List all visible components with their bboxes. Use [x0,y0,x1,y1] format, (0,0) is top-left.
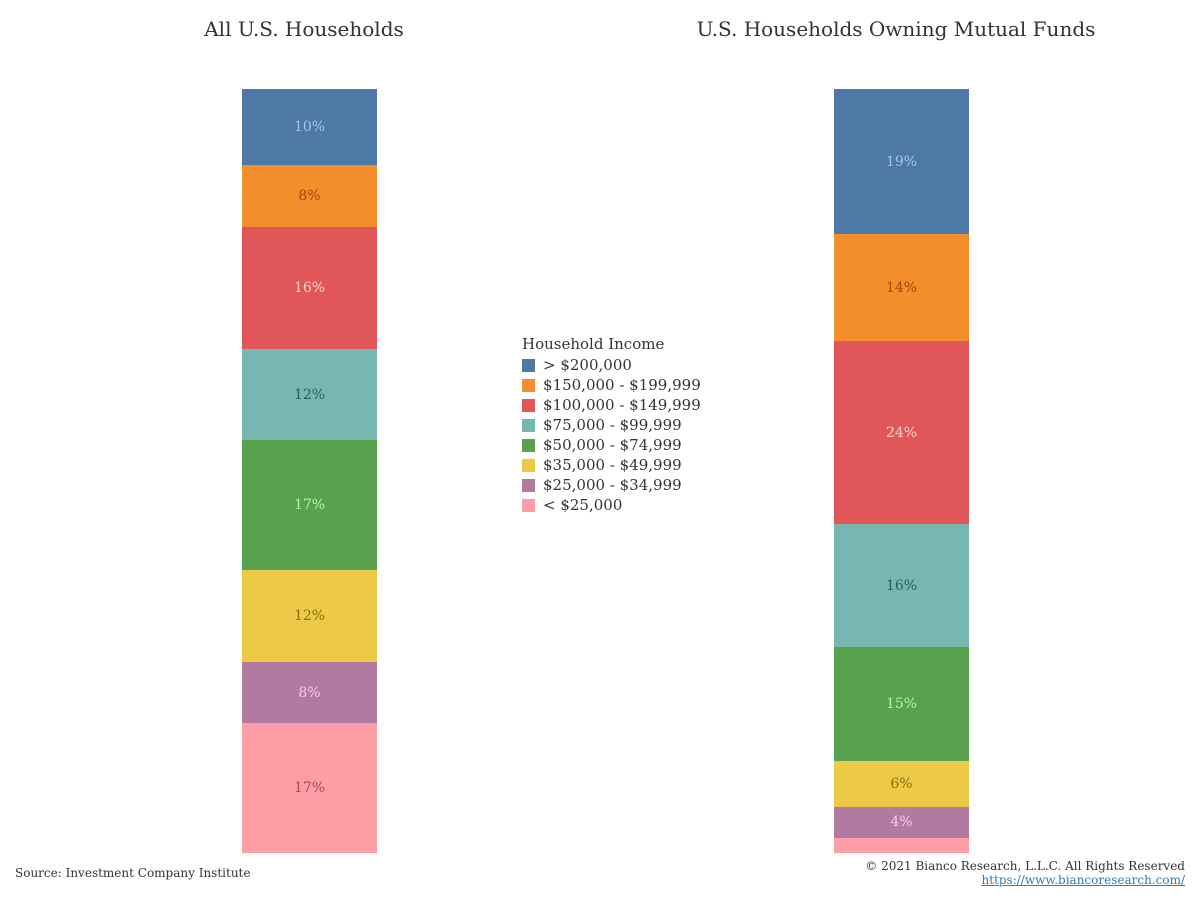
data-label: 15% [885,696,918,713]
bar-segment [834,234,969,342]
legend-swatch [522,418,535,432]
legend-label: < $25,000 [543,496,623,514]
bar-segment [242,440,377,571]
bar-segment [834,524,969,648]
bar-segment [242,723,377,854]
bar-segment [242,165,377,227]
bar-segment [834,341,969,525]
legend-label: $50,000 - $74,999 [543,436,682,454]
legend-swatch [522,458,535,472]
data-label: 8% [298,684,321,701]
legend-item: $150,000 - $199,999 [522,375,701,395]
bar-segment [834,89,969,235]
data-label: 4% [890,814,913,831]
source-note: Source: Investment Company Institute [15,866,251,880]
data-label: 17% [293,780,326,797]
legend-swatch [522,498,535,512]
website-link[interactable]: https://www.biancoresearch.com/ [981,873,1185,887]
data-label: 12% [293,386,326,403]
legend-swatch [522,378,535,392]
legend: Household Income > $200,000 $150,000 - $1… [522,335,701,515]
bar-segment [834,807,969,839]
bar-segment [242,348,377,441]
legend-label: $75,000 - $99,999 [543,416,682,434]
stacked-bar-mutual-fund-households: 19% 14% 24% 16% 15% 6% 4% [834,89,969,854]
data-label: 16% [293,279,326,296]
bar-segment [242,89,377,166]
copyright-text: © 2021 Bianco Research, L.L.C. All Right… [865,859,1185,873]
data-label: 6% [890,776,913,793]
legend-label: $35,000 - $49,999 [543,456,682,474]
legend-item: $25,000 - $34,999 [522,475,701,495]
bar-segment [242,662,377,724]
data-label: 12% [293,608,326,625]
legend-item: < $25,000 [522,495,701,515]
data-label: 24% [885,424,918,441]
data-label: 16% [885,577,918,594]
data-label: 19% [885,153,918,170]
legend-item: $50,000 - $74,999 [522,435,701,455]
data-label: 10% [293,119,326,136]
bar-segment [834,837,969,854]
legend-swatch [522,358,535,372]
legend-item: $100,000 - $149,999 [522,395,701,415]
legend-title: Household Income [522,335,665,353]
legend-item: $75,000 - $99,999 [522,415,701,435]
legend-label: $150,000 - $199,999 [543,376,701,394]
bar-segment [834,761,969,808]
bar-segment [834,646,969,762]
data-label: 14% [885,279,918,296]
legend-item: $35,000 - $49,999 [522,455,701,475]
legend-label: > $200,000 [543,356,632,374]
legend-label: $25,000 - $34,999 [543,476,682,494]
chart-title-all-households: All U.S. Households [204,17,404,41]
legend-label: $100,000 - $149,999 [543,396,701,414]
legend-items: > $200,000 $150,000 - $199,999 $100,000 - … [522,355,701,515]
legend-item: > $200,000 [522,355,701,375]
data-label: 8% [298,187,321,204]
legend-swatch [522,478,535,492]
data-label: 17% [293,497,326,514]
chart-title-mutual-fund-households: U.S. Households Owning Mutual Funds [696,17,1096,41]
bar-segment [242,226,377,350]
bar-segment [242,570,377,663]
legend-swatch [522,398,535,412]
copyright-block: © 2021 Bianco Research, L.L.C. All Right… [865,859,1185,887]
stacked-bar-all-households: 10% 8% 16% 12% 17% 12% 8% 17% [242,89,377,854]
legend-swatch [522,438,535,452]
